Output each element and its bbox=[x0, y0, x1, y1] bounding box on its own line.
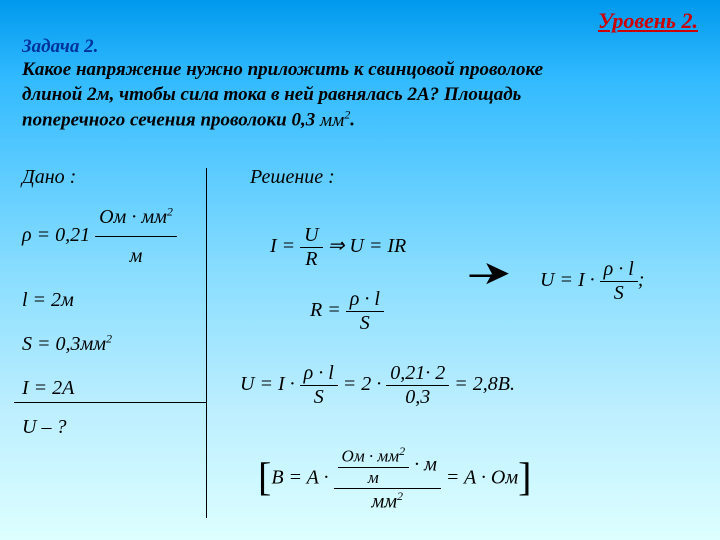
eq-dimensions: [B = A · Ом · мм2 м · м мм2 = A · Ом] bbox=[258, 444, 531, 513]
rho-unit-fraction: Ом · мм2 м bbox=[95, 198, 177, 275]
given-l: l = 2м bbox=[22, 281, 177, 319]
given-block: ρ = 0,21 Ом · мм2 м l = 2м S = 0,3мм2 I … bbox=[22, 198, 177, 413]
given-rho: ρ = 0,21 Ом · мм2 м bbox=[22, 198, 177, 275]
divider-vertical bbox=[206, 168, 207, 518]
solution-label: Решение : bbox=[250, 166, 335, 189]
eq-i-ur: I = U R ⇒ U = IR bbox=[270, 224, 406, 271]
prompt-line3b: . bbox=[350, 110, 355, 131]
prompt-line2: длиной 2м, чтобы сила тока в ней равняла… bbox=[22, 84, 521, 105]
eq-r: R = ρ · l S bbox=[310, 288, 384, 335]
given-unknown: U – ? bbox=[22, 416, 66, 439]
problem-prompt: Какое напряжение нужно приложить к свинц… bbox=[22, 58, 702, 133]
prompt-line1: Какое напряжение нужно приложить к свинц… bbox=[22, 59, 543, 80]
given-label: Дано : bbox=[22, 166, 76, 189]
divider-horizontal bbox=[14, 402, 206, 403]
eq-numeric: U = I · ρ · l S = 2 · 0,21· 2 0,3 = 2,8B… bbox=[240, 362, 515, 409]
prompt-line3a: поперечного сечения проволоки 0,3 bbox=[22, 110, 320, 131]
big-arrow-icon: ⎯⎯➤ bbox=[470, 256, 509, 291]
level-heading: Уровень 2. bbox=[598, 8, 698, 34]
prompt-unit: мм2 bbox=[320, 110, 350, 131]
eq-u-formula: U = I · ρ · l S ; bbox=[540, 258, 644, 305]
problem-label: Задача 2. bbox=[22, 36, 98, 58]
given-S: S = 0,3мм2 bbox=[22, 325, 177, 363]
